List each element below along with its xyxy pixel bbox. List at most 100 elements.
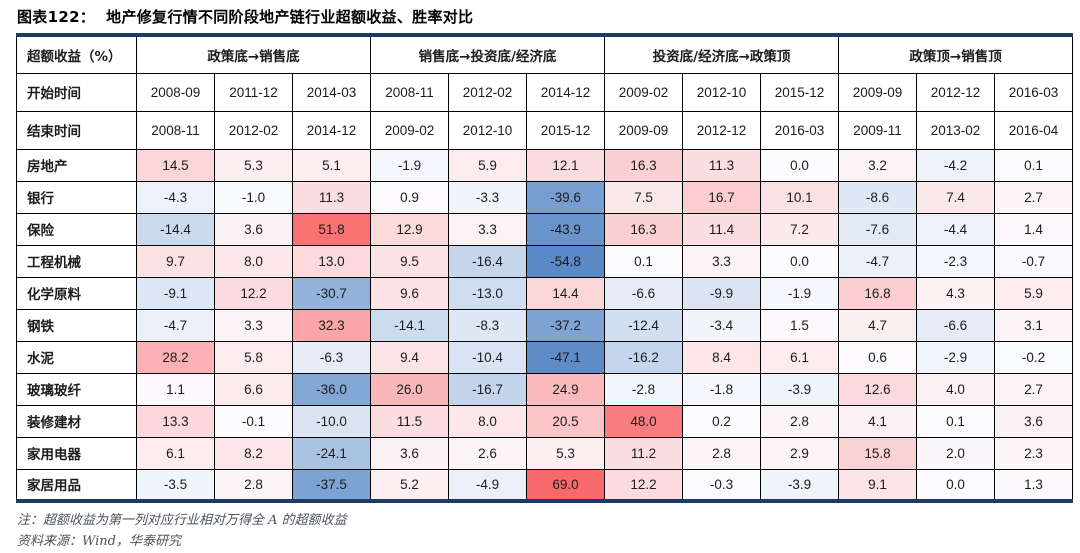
stage-group-header: 政策底→销售底	[135, 34, 372, 74]
industry-name: 化学原料	[16, 276, 137, 310]
excess-return-value-cell: -36.0	[291, 372, 372, 406]
end-date-cell: 2012-10	[448, 110, 528, 150]
excess-return-value-cell: 3.1	[994, 308, 1074, 342]
excess-return-value-cell: 2.0	[916, 436, 996, 470]
stage-header-row: 超额收益（%） 政策底→销售底 销售底→投资底/经济底 投资底/经济底→政策顶 政策顶→…	[16, 34, 1074, 74]
excess-return-value-cell: 8.2	[214, 436, 293, 470]
excess-return-value-cell: -13.0	[448, 276, 528, 310]
end-date-cell: 2016-03	[760, 110, 840, 150]
excess-return-value-cell: 8.4	[682, 340, 762, 374]
excess-return-value-cell: -0.2	[994, 340, 1074, 374]
excess-return-value-cell: -6.6	[916, 308, 996, 342]
industry-name: 银行	[16, 180, 137, 214]
industry-name: 玻璃玻纤	[16, 372, 137, 406]
excess-return-value-cell: 2.9	[760, 436, 840, 470]
start-date-cell: 2014-03	[291, 72, 372, 112]
excess-return-value-cell: 51.8	[291, 212, 372, 246]
excess-return-value-cell: 5.3	[214, 148, 293, 182]
excess-return-value-cell: 5.3	[526, 436, 606, 470]
excess-return-value-cell: 16.7	[682, 180, 762, 214]
excess-return-value-cell: -9.9	[682, 276, 762, 310]
excess-return-heatmap-table: 超额收益（%） 政策底→销售底 销售底→投资底/经济底 投资底/经济底→政策顶 政策顶→…	[16, 33, 1074, 503]
excess-return-value-cell: -7.6	[838, 212, 918, 246]
excess-return-value-cell: 4.3	[916, 276, 996, 310]
excess-return-value-cell: 2.8	[682, 436, 762, 470]
industry-name: 家居用品	[16, 468, 137, 502]
excess-return-value-cell: -0.7	[994, 244, 1074, 278]
start-date-cell: 2008-11	[370, 72, 450, 112]
excess-return-value-cell: -3.4	[682, 308, 762, 342]
excess-return-value-cell: 4.7	[838, 308, 918, 342]
excess-return-value-cell: 8.0	[448, 404, 528, 438]
excess-return-value-cell: 16.3	[604, 148, 684, 182]
excess-return-value-cell: 0.1	[994, 148, 1074, 182]
excess-return-value-cell: 3.3	[448, 212, 528, 246]
end-date-cell: 2012-12	[682, 110, 762, 150]
excess-return-value-cell: 10.1	[760, 180, 840, 214]
excess-return-value-cell: -2.3	[916, 244, 996, 278]
excess-return-value-cell: 8.0	[214, 244, 293, 278]
footnotes: 注：超额收益为第一列对应行业相对万得全 A 的超额收益 资料来源：Wind，华泰…	[17, 511, 1072, 553]
excess-return-value-cell: 1.1	[136, 372, 215, 406]
excess-return-value-cell: -30.7	[291, 276, 372, 310]
industry-name: 装修建材	[16, 404, 137, 438]
excess-return-value-cell: 14.4	[526, 276, 606, 310]
excess-return-value-cell: 2.8	[214, 468, 293, 502]
excess-return-value-cell: 9.5	[370, 244, 450, 278]
excess-return-value-cell: 0.0	[760, 148, 840, 182]
excess-return-value-cell: 11.3	[682, 148, 762, 182]
excess-return-value-cell: 12.6	[838, 372, 918, 406]
excess-return-value-cell: 5.9	[448, 148, 528, 182]
excess-return-value-cell: 4.1	[838, 404, 918, 438]
excess-return-value-cell: 3.3	[682, 244, 762, 278]
excess-return-value-cell: 0.0	[916, 468, 996, 502]
end-date-cell: 2008-11	[136, 110, 215, 150]
excess-return-value-cell: -3.9	[760, 372, 840, 406]
excess-return-value-cell: 0.1	[916, 404, 996, 438]
excess-return-value-cell: -2.9	[916, 340, 996, 374]
excess-return-value-cell: 9.1	[838, 468, 918, 502]
excess-return-value-cell: 2.3	[994, 436, 1074, 470]
corner-label: 超额收益（%）	[16, 34, 137, 74]
excess-return-value-cell: -39.6	[526, 180, 606, 214]
excess-return-value-cell: -14.1	[370, 308, 450, 342]
excess-return-value-cell: 3.6	[370, 436, 450, 470]
table-body: 超额收益（%） 政策底→销售底 销售底→投资底/经济底 投资底/经济底→政策顶 政策顶→…	[16, 34, 1074, 502]
excess-return-value-cell: 7.2	[760, 212, 840, 246]
industry-row: 水泥 28.2 5.8 -6.3 9.4 -10.4 -47.1 -16.2 8.4 6.1 0.6…	[16, 340, 1074, 374]
start-date-cell: 2011-12	[214, 72, 293, 112]
excess-return-value-cell: -24.1	[291, 436, 372, 470]
excess-return-value-cell: -16.2	[604, 340, 684, 374]
excess-return-value-cell: 15.8	[838, 436, 918, 470]
start-date-cell: 2012-10	[682, 72, 762, 112]
excess-return-value-cell: 0.6	[838, 340, 918, 374]
excess-return-value-cell: 14.5	[136, 148, 215, 182]
excess-return-value-cell: 2.7	[994, 372, 1074, 406]
excess-return-value-cell: 5.8	[214, 340, 293, 374]
excess-return-value-cell: 11.5	[370, 404, 450, 438]
excess-return-value-cell: 1.3	[994, 468, 1074, 502]
excess-return-value-cell: 3.6	[214, 212, 293, 246]
start-date-cell: 2009-09	[838, 72, 918, 112]
excess-return-value-cell: -37.5	[291, 468, 372, 502]
excess-return-value-cell: -16.7	[448, 372, 528, 406]
industry-row: 银行 -4.3 -1.0 11.3 0.9 -3.3 -39.6 7.5 16.7 10.1 -8.…	[16, 180, 1074, 214]
excess-return-value-cell: -43.9	[526, 212, 606, 246]
excess-return-value-cell: 7.4	[916, 180, 996, 214]
excess-return-value-cell: -1.9	[370, 148, 450, 182]
industry-name: 保险	[16, 212, 137, 246]
excess-return-value-cell: -3.9	[760, 468, 840, 502]
excess-return-value-cell: -0.3	[682, 468, 762, 502]
excess-return-value-cell: 0.1	[604, 244, 684, 278]
start-date-cell: 2016-03	[994, 72, 1074, 112]
excess-return-value-cell: -12.4	[604, 308, 684, 342]
excess-return-value-cell: 13.0	[291, 244, 372, 278]
end-date-cell: 2012-02	[214, 110, 293, 150]
excess-return-value-cell: 24.9	[526, 372, 606, 406]
excess-return-value-cell: 7.5	[604, 180, 684, 214]
excess-return-value-cell: 2.8	[760, 404, 840, 438]
industry-row: 家居用品 -3.5 2.8 -37.5 5.2 -4.9 69.0 12.2 -0.3 -3.9 9…	[16, 468, 1074, 502]
excess-return-value-cell: 28.2	[136, 340, 215, 374]
industry-row: 保险 -14.4 3.6 51.8 12.9 3.3 -43.9 16.3 11.4 7.2 -7.…	[16, 212, 1074, 246]
